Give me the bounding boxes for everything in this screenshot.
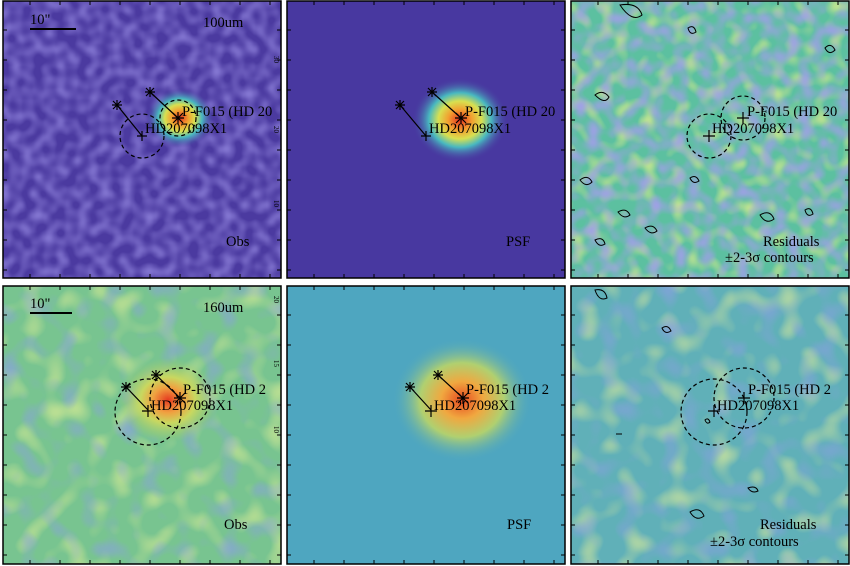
tick-labels: 30 20 10 20 15 10	[272, 56, 280, 434]
scalebar-label-160um: 10"	[30, 296, 51, 312]
scalebar-label-100um: 10"	[30, 12, 51, 28]
source-label-pf015: P-F015 (HD 2	[183, 382, 266, 398]
source-markers-row2	[114, 367, 775, 446]
source-labels-row2: P-F015 (HD 2 HD207098X1 P-F015 (HD 2 HD2…	[151, 382, 831, 414]
tick-label: 10	[272, 426, 280, 434]
panel-psf-160um	[287, 286, 565, 564]
source-label-hd207098x1: HD207098X1	[145, 121, 227, 137]
panel-obs-160um	[3, 286, 281, 564]
panel-sublabel-res-160um: ±2-3σ contours	[710, 534, 799, 550]
panel-label-psf-160um: PSF	[507, 517, 531, 533]
band-label-160um: 160um	[203, 300, 244, 316]
panel-label-obs-100um: Obs	[226, 234, 250, 250]
source-label-hd207098x1: HD207098X1	[429, 121, 511, 137]
source-label-pf015: P-F015 (HD 20	[465, 104, 555, 120]
band-label-100um: 100um	[203, 15, 244, 31]
source-labels-row1: P-F015 (HD 20 HD207098X1 P-F015 (HD 20 H…	[145, 104, 837, 137]
source-label-hd207098x1: HD207098X1	[717, 398, 799, 414]
source-label-pf015: P-F015 (HD 20	[182, 104, 272, 120]
panel-label-res-160um: Residuals	[760, 517, 817, 533]
tick-label: 30	[272, 56, 280, 64]
source-label-pf015: P-F015 (HD 20	[747, 104, 837, 120]
source-label-hd207098x1: HD207098X1	[434, 398, 516, 414]
tick-label: 20	[272, 296, 280, 304]
source-label-hd207098x1: HD207098X1	[712, 121, 794, 137]
source-label-pf015: P-F015 (HD 2	[748, 382, 831, 398]
panel-residual-100um	[571, 1, 849, 278]
panel-label-res-100um: Residuals	[763, 234, 820, 250]
tick-label: 20	[272, 126, 280, 134]
tick-marks	[3, 1, 849, 564]
source-label-hd207098x1: HD207098X1	[151, 398, 233, 414]
source-markers-row1	[112, 87, 766, 159]
panel-residual-160um	[571, 286, 849, 564]
panel-label-psf-100um: PSF	[506, 234, 530, 250]
row-100um-annotations: 10" 100um Obs PSF Residuals ±2-3σ contou…	[30, 12, 820, 266]
tick-label: 10	[272, 200, 280, 208]
panel-sublabel-res-100um: ±2-3σ contours	[725, 250, 814, 266]
panel-label-obs-160um: Obs	[224, 517, 248, 533]
source-label-pf015: P-F015 (HD 2	[466, 382, 549, 398]
tick-label: 15	[272, 360, 280, 368]
row-160um-annotations: 10" 160um Obs PSF Residuals ±2-3σ contou…	[30, 296, 817, 550]
